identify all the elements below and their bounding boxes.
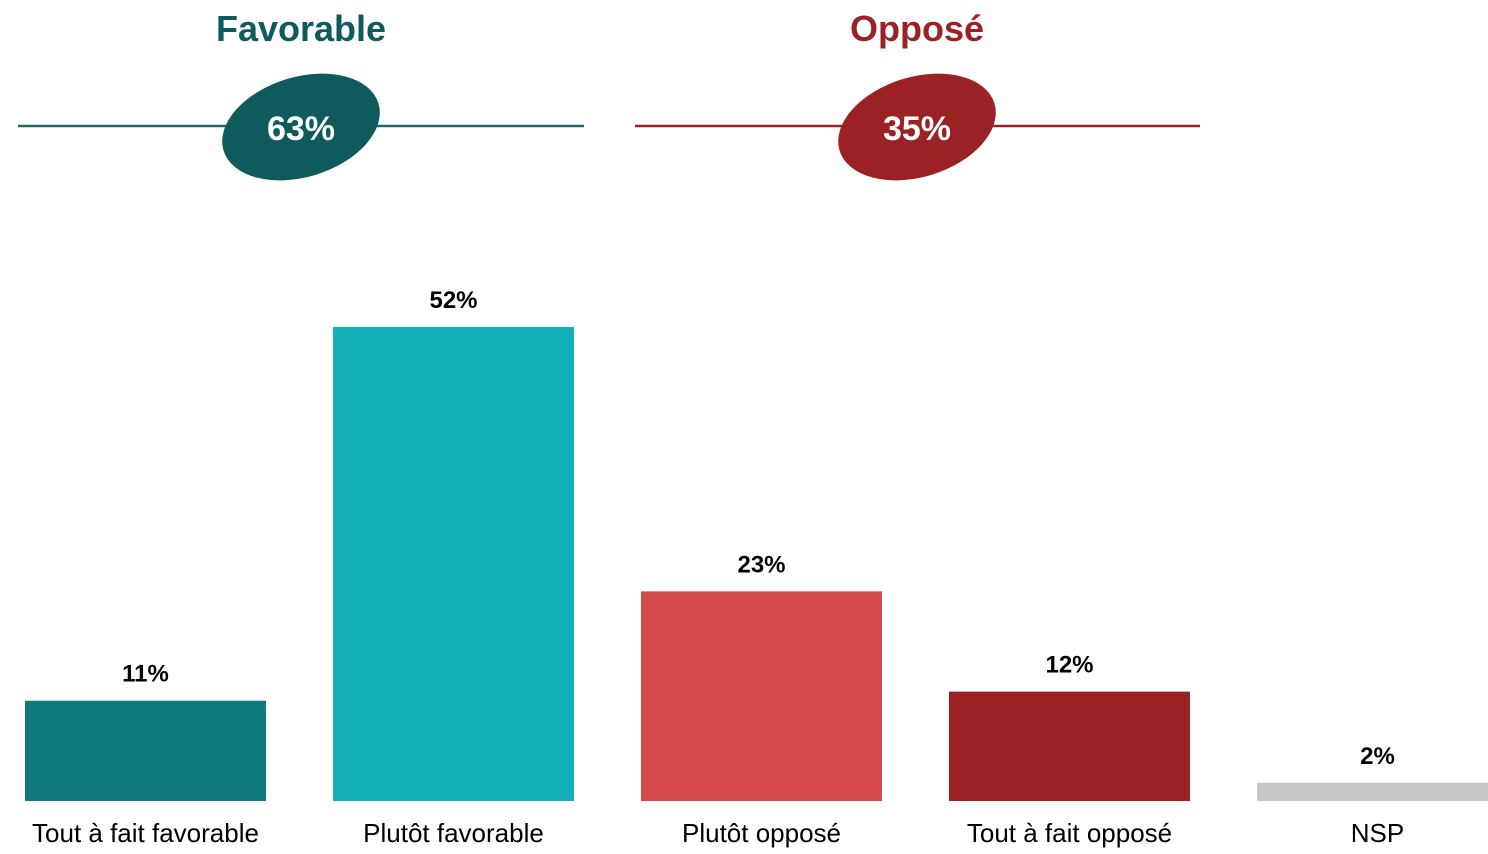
bar-value-label-3: 23% <box>737 551 785 578</box>
bar-2 <box>333 327 574 801</box>
category-label-5: NSP <box>1351 818 1404 848</box>
summary-group-favorable: Favorable 63% <box>18 8 584 181</box>
bar-1 <box>25 700 266 801</box>
summary-header: Favorable 63% Opposé 35% <box>18 8 1200 181</box>
summary-total-oppose: 35% <box>883 110 951 148</box>
bar-4 <box>949 691 1190 801</box>
summary-badge-favorable <box>222 73 380 181</box>
summary-group-oppose: Opposé 35% <box>635 8 1200 181</box>
bar-value-label-5: 2% <box>1360 743 1395 770</box>
category-labels: Tout à fait favorable Plutôt favorable Plu… <box>32 818 1404 848</box>
category-label-3: Plutôt opposé <box>682 818 841 848</box>
bar-value-label-2: 52% <box>429 287 477 314</box>
bar-value-label-4: 12% <box>1045 652 1093 679</box>
summary-title-favorable: Favorable <box>216 8 386 49</box>
bars <box>25 327 1488 801</box>
bar-3 <box>641 591 882 801</box>
bar-5 <box>1257 782 1488 801</box>
bar-value-label-1: 11% <box>122 661 169 688</box>
value-labels: 11% 52% 23% 12% 2% <box>122 287 1395 770</box>
category-label-2: Plutôt favorable <box>363 818 544 848</box>
summary-badge-oppose <box>838 73 996 181</box>
summary-title-oppose: Opposé <box>850 8 984 49</box>
category-label-1: Tout à fait favorable <box>32 818 259 848</box>
summary-total-favorable: 63% <box>267 110 335 148</box>
category-label-4: Tout à fait opposé <box>967 818 1172 848</box>
